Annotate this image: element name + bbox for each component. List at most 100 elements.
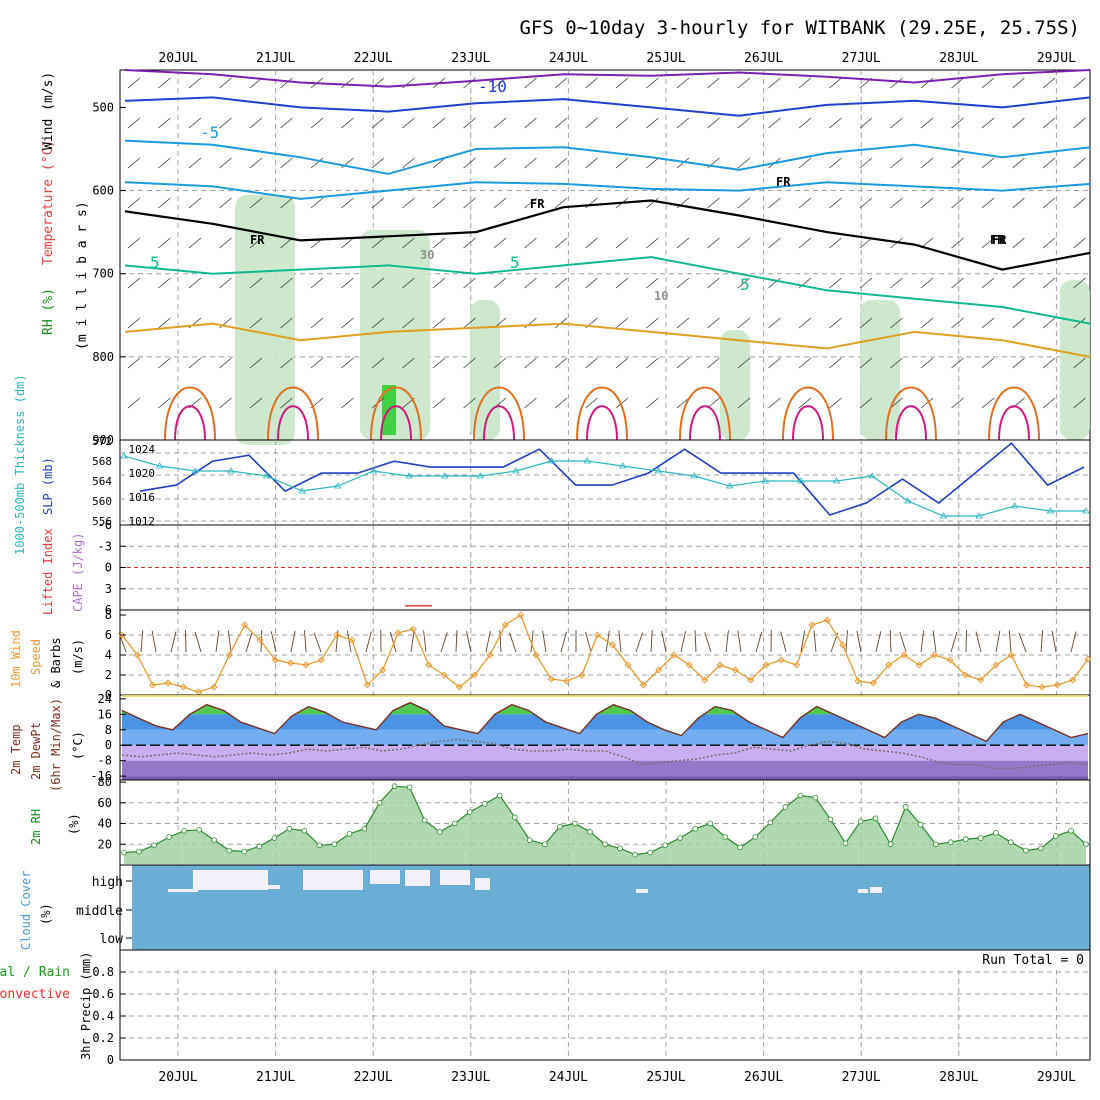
rh2m-marker [917,821,924,828]
wind-barb [859,197,873,209]
thickness-marker [654,467,663,474]
thickness-marker [904,497,912,504]
wind-barb [402,157,415,169]
wind-barb [432,157,446,169]
contour-label: 30 [420,248,434,262]
wind-barb [158,77,171,89]
wind-barb [798,197,812,209]
temp-ylabel-3: (6hr Min/Max) [49,698,63,792]
wind-barb [1012,197,1025,209]
wind-barb [981,197,995,209]
upper-air-contour-2 [124,139,1091,175]
wind-barb [371,357,385,369]
temperature-band [122,695,1088,699]
wind-speed-marker [363,681,371,689]
wind-barb [768,397,781,409]
rh2m-marker [782,804,789,810]
wind-barb [859,117,873,129]
wind-speed-marker [225,651,233,659]
wind-barb [341,197,354,209]
wind-barb [219,317,232,329]
wind-barb [463,237,476,249]
wind-barb [249,197,263,209]
rh2m-marker [181,827,187,834]
wind-barb [890,397,903,409]
wind-barb [219,277,232,289]
surface-wind-barb [194,631,202,653]
date-label-bottom: 21JUL [256,1070,295,1085]
thickness-marker [476,472,485,479]
rh2m-marker [1083,841,1089,848]
wind-barb [768,317,781,329]
warm-contour-lobe [679,386,731,441]
wind-barb [829,117,842,129]
rh2m-marker [557,823,563,830]
rh2m-marker [993,830,999,836]
rh2m-marker [527,837,533,843]
wind-barb [127,277,141,289]
wind-barb [249,117,263,129]
wind-speed-marker [164,679,172,687]
warm-contour-lobe [885,386,937,441]
wind-y-tick: 0 [105,688,112,702]
rh2m-marker [1068,827,1074,834]
wind-speed-marker [425,661,433,669]
surface-wind-barb [737,630,742,653]
wind-barb [188,157,202,169]
rh2m-marker [932,841,939,848]
wind-barb [1012,317,1025,329]
precip-grid [120,970,1090,1060]
wind-barb [1012,277,1025,289]
wind-barb [798,317,812,329]
wind-barb [127,77,141,89]
temp-y-tick: 16 [98,707,112,721]
wind-speed-marker [961,671,969,679]
surface-wind-barb [585,631,592,653]
surface-wind-barb [661,630,667,653]
wind-barb [859,277,873,289]
surface-wind-barb [245,632,253,653]
wind-barb [920,197,934,209]
wind-barb [676,117,690,129]
wind-barb [951,317,964,329]
surface-wind-barb [140,630,144,653]
wind-barb [1073,317,1086,329]
upper-air-y-ticks: 500 600 700 800 900 [92,100,126,447]
wind-barb [1012,117,1025,129]
thickness-marker [547,457,556,464]
wind-speed-marker [379,666,387,674]
wind-barb [249,317,263,329]
wind-barb [737,77,751,89]
wind-barb [737,237,751,249]
cloud-clear-gap [475,878,490,890]
precip-ylabel-1: Total / Rain [0,965,70,980]
wind-barb [707,197,720,209]
surface-wind-barb [950,631,958,653]
wind-barb [341,77,354,89]
wind-barb [920,277,934,289]
wind-barb [707,117,720,129]
temperature-color-bands [122,695,1088,780]
wind-barb [981,397,995,409]
wind-barb [646,197,659,209]
warm-contour-lobe [988,386,1040,441]
wind-barb [219,77,232,89]
wind-barb [737,117,751,129]
date-label-top: 22JUL [354,51,393,66]
date-label-bottom: 27JUL [842,1070,881,1085]
date-label-bottom: 22JUL [354,1070,393,1085]
wind-barb [158,117,171,129]
warm-contour-lobe [473,386,525,441]
wind-speed-marker [578,671,586,679]
rh2m-y-ticks: 20 40 60 80 [98,775,126,851]
wind-speed-marker [1023,681,1031,689]
wind-barb [676,157,690,169]
wind-barb [890,117,903,129]
wind-barb [432,237,446,249]
cape-ylabel: CAPE (J/kg) [71,533,85,612]
upper-air-contour-4 [124,199,1091,271]
wind-barb [127,317,141,329]
wind-barb [798,157,812,169]
date-label-top: 24JUL [549,51,588,66]
